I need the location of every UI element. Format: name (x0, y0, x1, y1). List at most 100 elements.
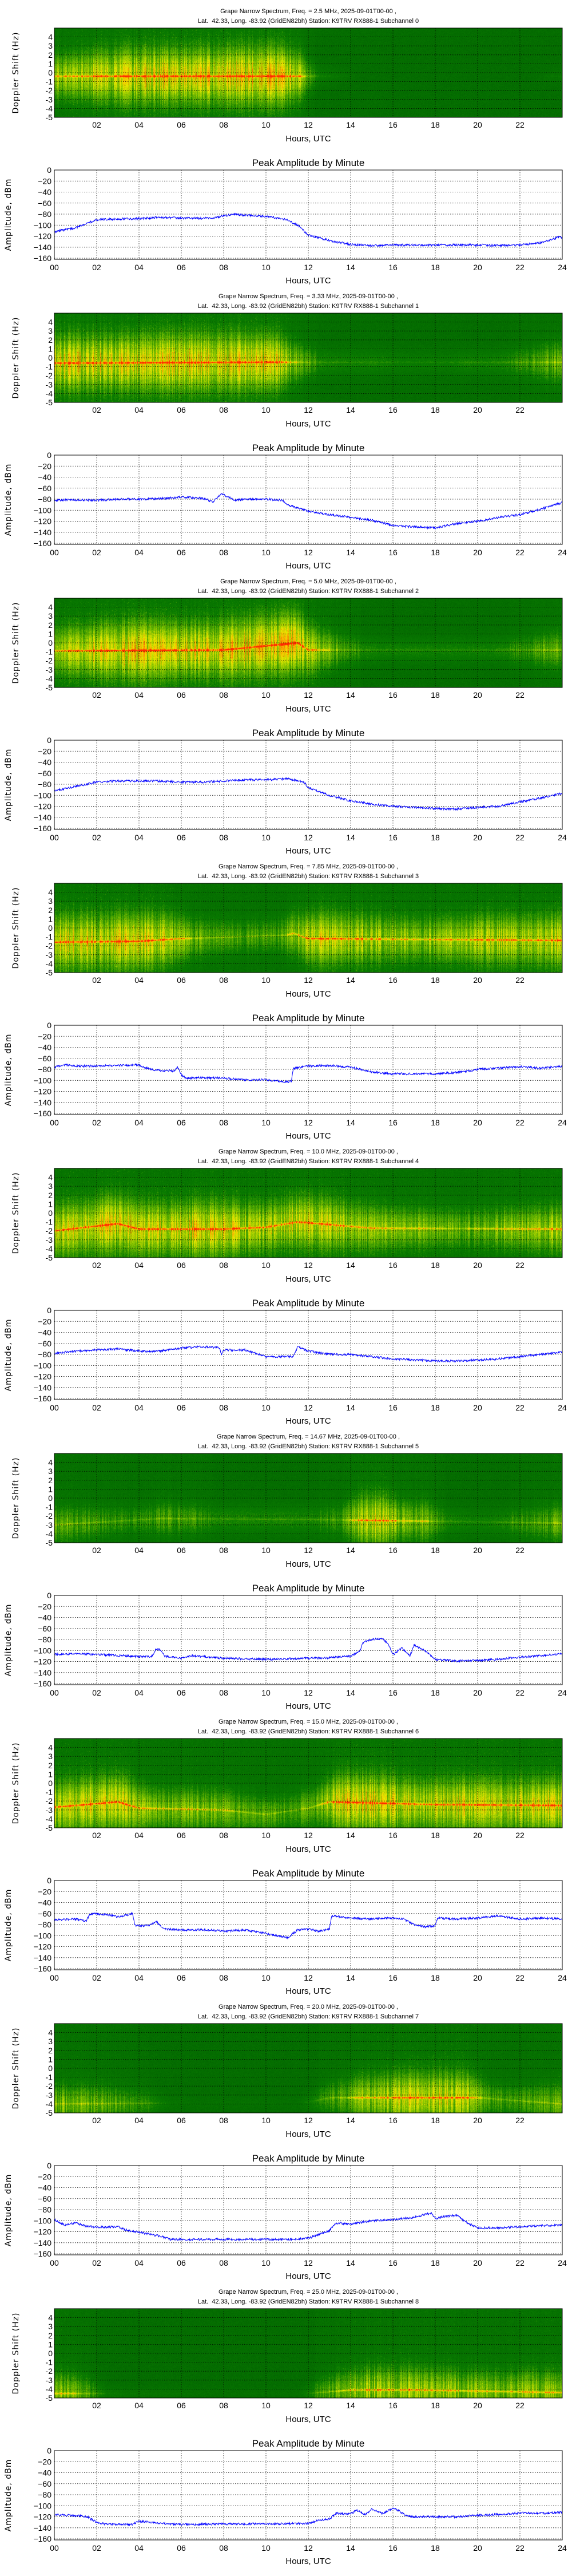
amplitude-title: Peak Amplitude by Minute (252, 2153, 365, 2164)
channel-section: Grape Narrow Spectrum, Freq. = 20.0 MHz,… (0, 1996, 572, 2281)
channel-section: Grape Narrow Spectrum, Freq. = 15.0 MHz,… (0, 1710, 572, 1996)
spectrogram-title: Grape Narrow Spectrum, Freq. = 2.5 MHz, … (220, 8, 396, 15)
x-tick-label: 18 (431, 1831, 440, 1840)
y-tick-label: 4 (48, 603, 53, 612)
x-tick-label: 02 (92, 2116, 101, 2125)
x-tick-label: 02 (92, 120, 101, 129)
y-tick-label: -2 (46, 2366, 53, 2376)
y-tick-label: -1 (46, 2358, 53, 2367)
x-tick-label: 06 (177, 690, 186, 700)
y-tick-label: 2 (48, 906, 53, 915)
x-tick-label: 10 (261, 2543, 271, 2553)
x-tick-label: 06 (177, 120, 186, 129)
x-tick-label: 24 (558, 1118, 567, 1127)
x-tick-label: 16 (388, 2401, 398, 2410)
y-axis-label: Doppler Shift (Hz) (11, 2313, 21, 2395)
y-tick-label: 4 (48, 1458, 53, 1467)
y-tick-label: −40 (38, 1328, 51, 1337)
x-tick-label: 14 (346, 405, 355, 414)
x-tick-label: 08 (219, 1688, 228, 1697)
y-tick-label: −80 (38, 1350, 51, 1359)
x-tick-label: 10 (261, 1261, 271, 1270)
y-tick-label: −120 (33, 1657, 51, 1666)
y-tick-label: −60 (38, 1909, 51, 1918)
x-tick-label: 06 (177, 1261, 186, 1270)
amplitude-grid (54, 1595, 562, 1685)
x-tick-label: 04 (134, 2543, 144, 2553)
y-axis-label: Doppler Shift (Hz) (11, 1457, 21, 1539)
x-tick-label: 06 (177, 263, 186, 272)
y-tick-label: −20 (38, 1887, 51, 1896)
y-axis-label: Doppler Shift (Hz) (11, 317, 21, 399)
x-tick-label: 00 (50, 263, 59, 272)
x-tick-label: 16 (388, 1261, 398, 1270)
spectrogram-title: Grape Narrow Spectrum, Freq. = 15.0 MHz,… (219, 1718, 398, 1725)
y-tick-label: −160 (33, 254, 51, 263)
x-tick-label: 14 (346, 263, 355, 272)
y-tick-label: 0 (47, 165, 51, 175)
y-tick-label: -2 (46, 1226, 53, 1235)
y-tick-label: −140 (33, 1668, 51, 1677)
y-tick-label: −140 (33, 243, 51, 252)
y-tick-label: −40 (38, 2468, 51, 2478)
y-tick-label: −40 (38, 473, 51, 482)
x-axis-label: Hours, UTC (285, 1416, 331, 1425)
y-tick-label: −80 (38, 495, 51, 504)
x-tick-label: 08 (219, 2543, 228, 2553)
x-tick-label: 16 (388, 1973, 398, 1982)
y-tick-label: -2 (46, 1796, 53, 1805)
y-axis-label: Doppler Shift (Hz) (11, 602, 21, 684)
y-tick-label: −120 (33, 517, 51, 526)
x-tick-label: 14 (346, 2258, 355, 2267)
x-tick-label: 12 (304, 975, 313, 985)
x-axis-label: Hours, UTC (285, 561, 331, 570)
amplitude-frame (54, 740, 563, 830)
y-tick-label: 0 (47, 1306, 51, 1315)
y-tick-label: -2 (46, 86, 53, 95)
y-tick-label: -1 (46, 362, 53, 372)
y-tick-label: −40 (38, 2183, 51, 2192)
y-tick-label: 2 (48, 2331, 53, 2340)
x-tick-label: 20 (473, 263, 482, 272)
y-tick-label: -1 (46, 647, 53, 657)
amplitude-frame (54, 169, 563, 260)
y-tick-label: -2 (46, 1511, 53, 1520)
x-tick-label: 10 (261, 405, 271, 414)
x-tick-label: 00 (50, 2258, 59, 2267)
x-tick-label: 10 (261, 1118, 271, 1127)
x-tick-label: 08 (219, 833, 228, 842)
x-tick-label: 18 (431, 2543, 440, 2553)
y-tick-label: −80 (38, 2490, 51, 2499)
y-tick-label: 1 (48, 2340, 53, 2349)
x-tick-label: 18 (431, 548, 440, 557)
x-tick-label: 20 (473, 1973, 482, 1982)
x-tick-label: 24 (558, 833, 567, 842)
x-tick-label: 10 (261, 2116, 271, 2125)
x-tick-label: 18 (431, 263, 440, 272)
x-tick-label: 10 (261, 1831, 271, 1840)
x-tick-label: 02 (92, 1546, 101, 1555)
x-tick-label: 20 (473, 1831, 482, 1840)
x-tick-label: 20 (473, 120, 482, 129)
channel-section: Grape Narrow Spectrum, Freq. = 2.5 MHz, … (0, 0, 572, 285)
y-tick-label: −40 (38, 188, 51, 197)
amplitude-frame (54, 1880, 563, 1970)
y-tick-label: -3 (46, 2376, 53, 2385)
x-tick-label: 00 (50, 1118, 59, 1127)
x-tick-label: 22 (515, 1261, 525, 1270)
x-tick-label: 12 (304, 1831, 313, 1840)
x-axis-label: Hours, UTC (285, 2129, 331, 2139)
spectrogram-grid (54, 1453, 562, 1543)
y-tick-label: 1 (48, 2055, 53, 2064)
amplitude-series-line (54, 2166, 563, 2242)
x-tick-label: 06 (177, 2401, 186, 2410)
y-tick-label: -3 (46, 950, 53, 959)
y-tick-label: 0 (47, 1876, 51, 1885)
y-tick-label: -2 (46, 941, 53, 950)
spectrogram-grid (54, 1739, 562, 1828)
y-tick-label: −80 (38, 210, 51, 219)
x-axis-label: Hours, UTC (285, 989, 331, 999)
y-tick-label: 0 (48, 353, 53, 362)
amplitude-title: Peak Amplitude by Minute (252, 1013, 365, 1024)
